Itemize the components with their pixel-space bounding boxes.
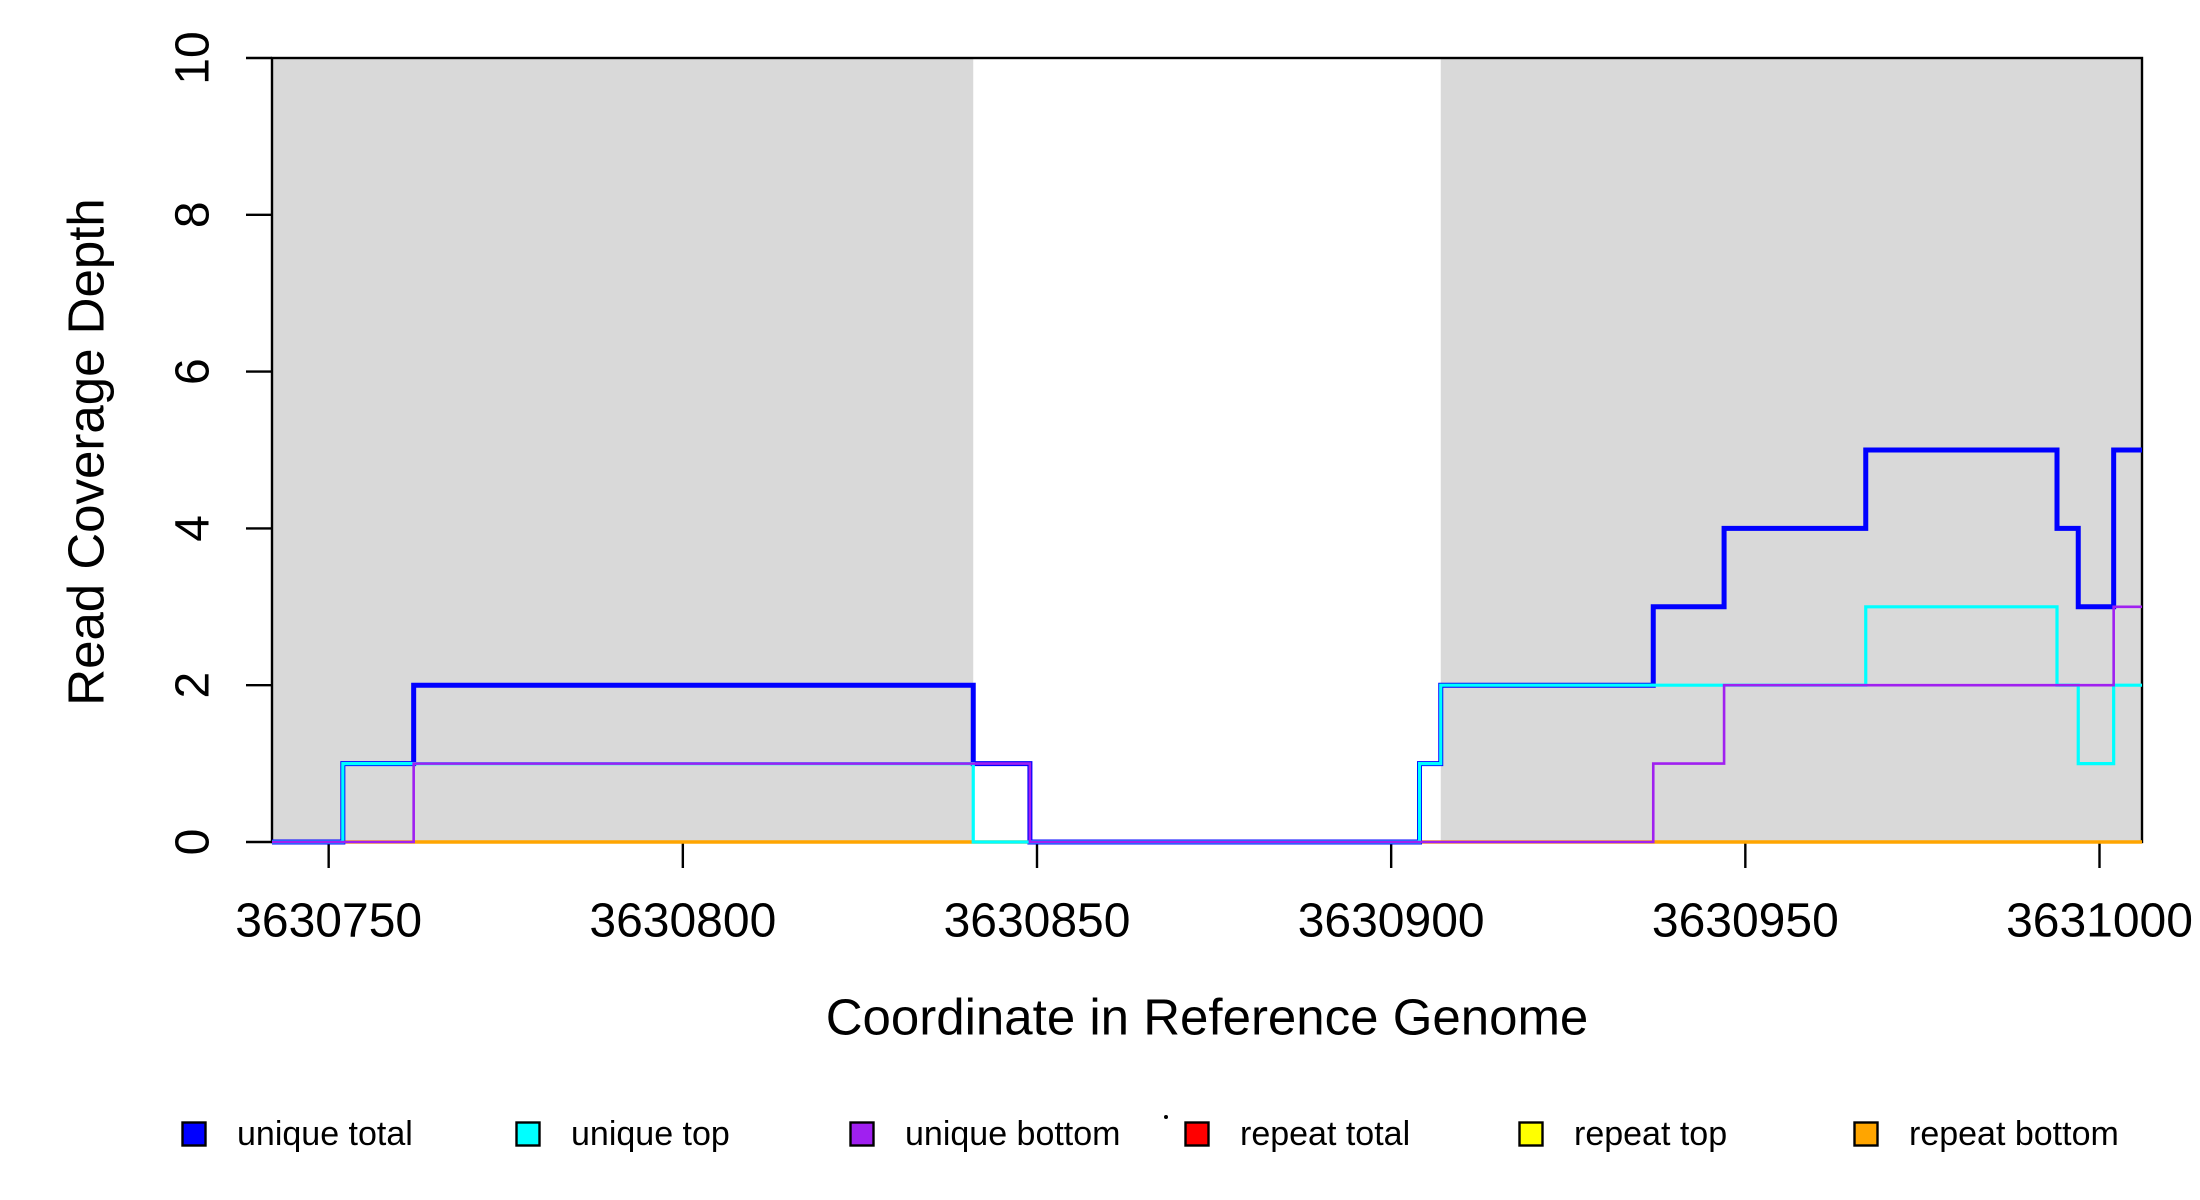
x-tick-label: 3630750	[235, 895, 422, 948]
legend-label-unique-bottom: unique bottom	[905, 1115, 1121, 1153]
x-tick-label: 3630850	[944, 895, 1131, 948]
legend-swatch-unique-top	[515, 1121, 541, 1147]
shaded-region-1	[272, 58, 974, 842]
y-tick-label: 4	[167, 515, 220, 542]
series-unique-bottom	[272, 605, 2142, 844]
y-axis-title: Read Coverage Depth	[58, 198, 115, 706]
y-tick-label: 8	[167, 201, 220, 228]
legend-swatch-repeat-total	[1184, 1121, 1210, 1147]
y-tick-label: 2	[167, 672, 220, 699]
y-tick-label: 6	[167, 358, 220, 385]
legend-label-unique-total: unique total	[237, 1115, 413, 1153]
legend-swatch-repeat-top	[1518, 1121, 1544, 1147]
x-tick-label: 3630950	[1652, 895, 1839, 948]
legend-label-repeat-top: repeat top	[1574, 1115, 1727, 1153]
y-tick-label: 10	[167, 31, 220, 84]
x-tick-label: 3630900	[1298, 895, 1485, 948]
x-tick-label: 3630800	[589, 895, 776, 948]
y-tick-label: 0	[167, 829, 220, 856]
legend-swatch-unique-total	[181, 1121, 207, 1147]
legend-label-repeat-total: repeat total	[1240, 1115, 1410, 1153]
legend-swatch-unique-bottom	[849, 1121, 875, 1147]
x-axis-title: Coordinate in Reference Genome	[826, 989, 1589, 1046]
stray-dot	[1164, 1115, 1168, 1119]
legend-swatch-repeat-bottom	[1853, 1121, 1879, 1147]
legend-label-repeat-bottom: repeat bottom	[1909, 1115, 2119, 1153]
x-tick-label: 3631000	[2006, 895, 2193, 948]
legend-label-unique-top: unique top	[571, 1115, 730, 1153]
